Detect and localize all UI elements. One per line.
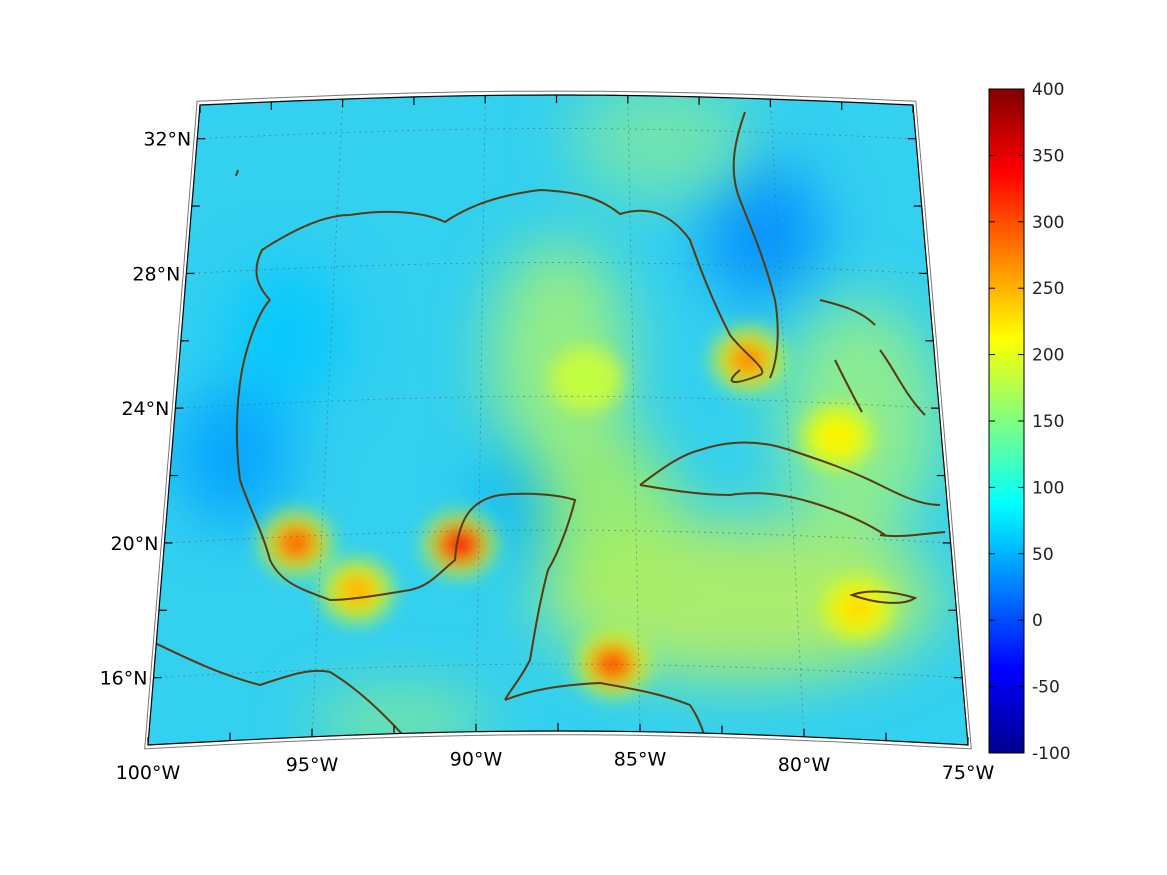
coastlines <box>154 111 946 745</box>
coastline-bahamas <box>819 299 926 416</box>
longitude-label: 85°W <box>614 749 667 771</box>
colorbar-ticks: 400 350 300 250 200 150 100 50 0 -50 -100 <box>989 80 1071 764</box>
colorbar-tick-label: 150 <box>1032 412 1064 432</box>
warm-region-bottom <box>310 690 490 745</box>
latitude-label: 28°N <box>132 263 180 285</box>
graticule-parallel <box>164 529 951 544</box>
colorbar-tick-label: 300 <box>1032 213 1064 233</box>
graticule-meridian <box>769 99 805 737</box>
longitude-label: 95°W <box>286 754 339 776</box>
colorbar-tick-label: 250 <box>1032 279 1064 299</box>
longitude-label: 75°W <box>942 762 995 784</box>
colorbar-tick-label: -50 <box>1032 678 1060 698</box>
field-hotspot <box>840 593 876 624</box>
colorbar-tick-label: 350 <box>1032 146 1064 166</box>
colorbar-tick-label: 200 <box>1032 346 1064 366</box>
latitude-label: 24°N <box>121 398 169 420</box>
colorbar-tick-label: 100 <box>1032 478 1064 498</box>
field-low <box>226 265 347 406</box>
coastline-cuba <box>639 441 941 536</box>
field-hotspot <box>595 649 631 680</box>
graticule-meridian <box>311 99 344 737</box>
longitude-labels: 100°W 95°W 90°W 85°W 80°W 75°W <box>116 749 995 784</box>
colorbar-tick-label: 50 <box>1032 545 1054 565</box>
latitude-label: 16°N <box>100 668 148 690</box>
coastline-jamaica <box>849 590 918 604</box>
field-hotspot <box>278 528 314 559</box>
longitude-label: 80°W <box>778 754 831 776</box>
field-hotspot <box>819 421 855 452</box>
field-hotspot <box>339 575 375 606</box>
data-field <box>148 95 968 745</box>
frame-ticks <box>147 95 969 745</box>
field-hotspots <box>258 325 896 699</box>
longitude-label: 100°W <box>116 762 181 784</box>
graticule-meridian <box>627 95 641 732</box>
graticule-meridian <box>475 95 486 732</box>
warm-region-northeast <box>570 95 750 200</box>
colorbar-tick-label: 0 <box>1032 611 1043 631</box>
colorbar: 400 350 300 250 200 150 100 50 0 -50 -100 <box>988 80 1071 764</box>
latitude-label: 32°N <box>143 129 191 151</box>
field-hotspot <box>442 529 478 560</box>
colorbar-tick-label: -100 <box>1032 744 1071 764</box>
map-frame-outer <box>144 90 972 750</box>
colorbar-tick-label: 400 <box>1032 80 1064 100</box>
latitude-label: 20°N <box>111 533 159 555</box>
graticule <box>153 95 963 737</box>
longitude-label: 90°W <box>450 749 503 771</box>
coastline-gulf <box>235 111 779 701</box>
coastline-hispaniola <box>879 531 946 538</box>
coastline-central-america <box>154 642 707 745</box>
field-hotspot <box>730 344 766 375</box>
warm-region-yucatan-channel <box>540 430 680 610</box>
graticule-parallel <box>175 395 940 409</box>
latitude-labels: 32°N 28°N 24°N 20°N 16°N <box>100 129 192 690</box>
field-low <box>173 385 294 526</box>
map-frame <box>144 90 972 750</box>
field-hotspot <box>570 364 606 395</box>
